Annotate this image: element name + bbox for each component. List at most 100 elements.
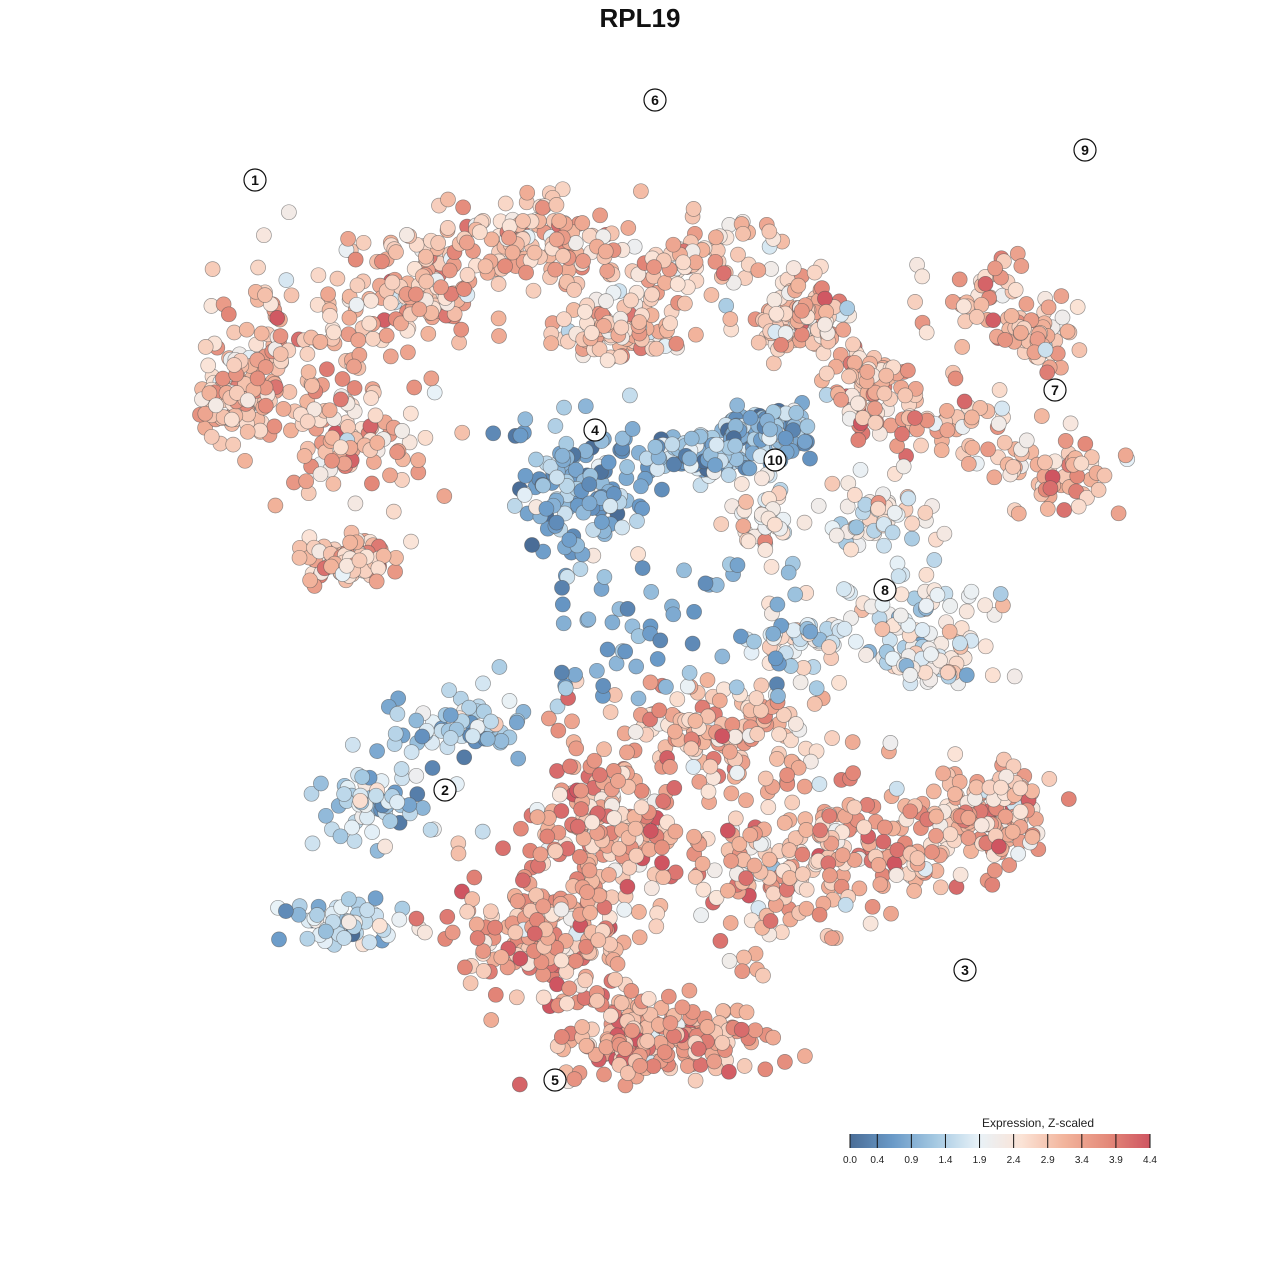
cluster-label-6: 6 <box>643 88 667 112</box>
cell-point <box>906 883 923 899</box>
cell-point <box>278 903 294 919</box>
cell-point <box>582 904 598 921</box>
cell-point <box>907 294 923 310</box>
cell-point <box>1039 501 1056 517</box>
cell-point <box>200 357 217 374</box>
cell-point <box>904 530 920 547</box>
cell-point <box>664 436 681 453</box>
cell-point <box>699 672 716 688</box>
cell-point <box>872 876 889 893</box>
cell-point <box>623 983 640 999</box>
cell-point <box>354 769 371 785</box>
cluster-label-text: 1 <box>251 172 259 188</box>
cell-point <box>601 866 617 883</box>
cell-point <box>553 1029 570 1045</box>
cell-point <box>942 598 958 614</box>
cell-point <box>363 390 379 406</box>
cell-point <box>249 370 266 387</box>
cell-point <box>833 391 849 408</box>
cell-point <box>312 466 329 483</box>
cell-point <box>324 452 340 469</box>
cell-point <box>389 794 406 811</box>
cell-point <box>344 736 361 753</box>
cell-point <box>456 281 472 297</box>
cell-point <box>433 279 449 296</box>
cell-point <box>387 563 403 580</box>
cell-point <box>633 799 650 816</box>
cell-point <box>384 274 401 291</box>
cell-point <box>378 327 395 344</box>
cell-point <box>1012 803 1029 820</box>
cell-point <box>552 786 568 803</box>
cell-point <box>602 498 619 514</box>
cell-point <box>956 393 973 410</box>
cell-point <box>731 836 748 852</box>
cluster-label-badge <box>763 448 787 472</box>
cell-point <box>913 437 929 454</box>
cell-point <box>757 1061 774 1078</box>
cell-point <box>713 516 730 532</box>
cell-point <box>529 809 546 825</box>
cell-point <box>841 368 857 385</box>
cell-point <box>1070 498 1087 515</box>
cell-point <box>859 363 876 380</box>
cell-point <box>281 384 298 400</box>
cell-point <box>320 286 336 303</box>
cell-point <box>547 843 564 860</box>
cluster-label-text: 4 <box>591 422 599 438</box>
cell-point <box>750 262 767 279</box>
cell-point <box>1013 258 1030 274</box>
cell-point <box>336 930 352 946</box>
cell-point <box>941 623 958 640</box>
cell-point <box>385 503 402 520</box>
cell-point <box>907 410 923 426</box>
cell-point <box>960 456 977 472</box>
cell-point <box>257 397 274 414</box>
cluster-label-text: 6 <box>651 92 659 108</box>
cell-point <box>325 324 342 341</box>
cell-point <box>723 785 740 802</box>
cell-point <box>598 293 614 309</box>
cell-point <box>794 866 811 882</box>
cell-point <box>997 808 1014 825</box>
cell-point <box>610 773 626 789</box>
cell-point <box>754 470 770 487</box>
cell-point <box>928 827 944 844</box>
cell-point <box>479 731 496 747</box>
cell-point <box>939 422 956 439</box>
cell-point <box>466 869 483 886</box>
cell-point <box>554 579 570 596</box>
cell-point <box>1033 408 1050 424</box>
cell-point <box>992 586 1009 602</box>
cell-point <box>942 826 959 843</box>
cell-point <box>340 891 357 908</box>
cell-point <box>487 919 503 936</box>
cell-point <box>364 475 380 492</box>
cell-point <box>640 990 657 1007</box>
cell-point <box>738 1004 755 1021</box>
cell-point <box>936 525 953 542</box>
cell-point <box>302 572 318 589</box>
cell-point <box>997 332 1013 348</box>
cell-point <box>566 282 583 298</box>
cell-point <box>894 426 910 442</box>
cell-point <box>684 635 701 652</box>
cell-point <box>720 467 737 483</box>
cell-point <box>341 914 357 930</box>
cell-point <box>994 400 1010 417</box>
cell-point <box>933 442 950 459</box>
cell-point <box>347 251 364 268</box>
cell-point <box>501 693 518 709</box>
legend-title: Expression, Z-scaled <box>982 1116 1094 1130</box>
cell-point <box>271 931 287 948</box>
cell-point <box>806 696 823 712</box>
cell-point <box>757 542 774 558</box>
cell-point <box>652 632 669 649</box>
cell-point <box>895 458 912 475</box>
cell-point <box>596 318 612 334</box>
cell-point <box>515 213 531 229</box>
cell-point <box>611 840 627 857</box>
cell-point <box>738 494 754 510</box>
cell-point <box>616 901 633 918</box>
cell-point <box>669 691 686 708</box>
